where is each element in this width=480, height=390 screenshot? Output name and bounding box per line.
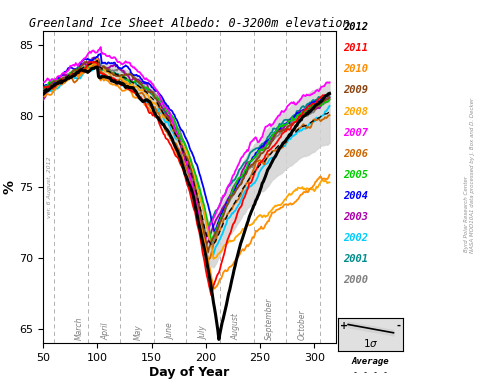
Text: September: September <box>265 298 275 340</box>
Text: 2011: 2011 <box>343 43 368 53</box>
Text: 2007: 2007 <box>343 128 368 138</box>
Text: 2006: 2006 <box>343 149 368 159</box>
Y-axis label: %: % <box>2 180 17 194</box>
Text: July: July <box>199 326 208 340</box>
Text: March: March <box>74 317 84 340</box>
Text: NASA MOD10A1 data processed by J. Box and D. Decker: NASA MOD10A1 data processed by J. Box an… <box>470 98 475 253</box>
Text: October: October <box>298 310 307 340</box>
Text: 2010: 2010 <box>343 64 368 74</box>
Text: August: August <box>232 314 241 340</box>
Text: May: May <box>134 324 143 340</box>
Text: +: + <box>339 321 348 331</box>
Text: $1\sigma$: $1\sigma$ <box>363 337 379 349</box>
Text: 2005: 2005 <box>343 170 368 180</box>
Text: 2003: 2003 <box>343 212 368 222</box>
Text: -: - <box>396 321 400 331</box>
Text: 2009: 2009 <box>343 85 368 96</box>
Text: 2001: 2001 <box>343 254 368 264</box>
Text: 2012: 2012 <box>343 22 368 32</box>
Text: 2000: 2000 <box>343 275 368 285</box>
Text: April: April <box>102 323 110 340</box>
Text: 2002: 2002 <box>343 233 368 243</box>
X-axis label: Day of Year: Day of Year <box>149 366 230 379</box>
Text: ver. 6 August, 2012: ver. 6 August, 2012 <box>47 156 52 218</box>
Title: Greenland Ice Sheet Albedo: 0-3200m elevation: Greenland Ice Sheet Albedo: 0-3200m elev… <box>29 17 350 30</box>
Text: Byrd Polar Research Center: Byrd Polar Research Center <box>464 177 469 252</box>
Text: Average: Average <box>352 357 390 367</box>
Text: 2008: 2008 <box>343 106 368 117</box>
Text: - - - -: - - - - <box>353 368 388 377</box>
Text: 2004: 2004 <box>343 191 368 201</box>
Text: June: June <box>167 324 176 340</box>
